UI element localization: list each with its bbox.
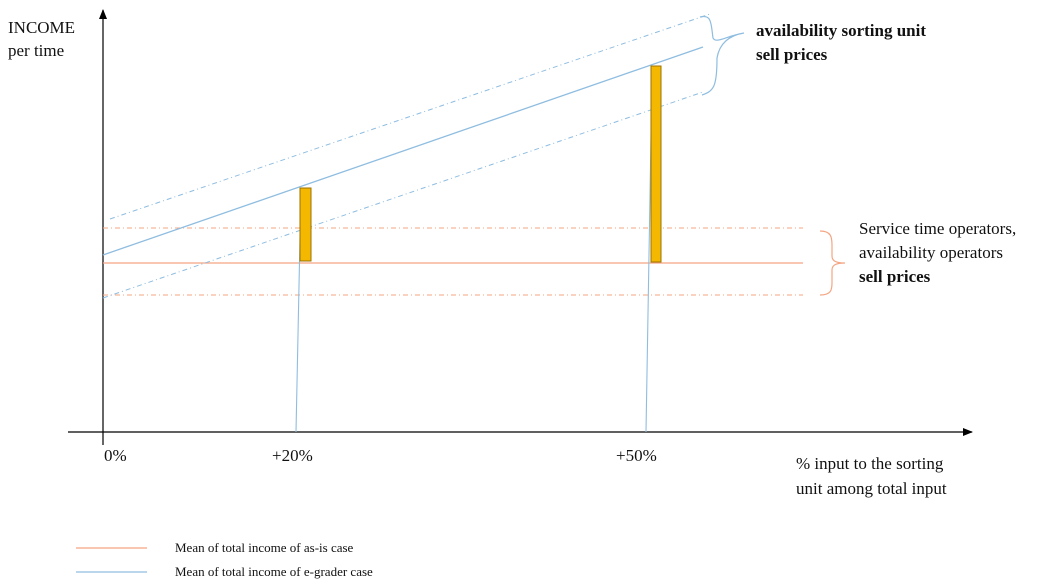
- x-tick-label-50: +50%: [616, 446, 657, 465]
- egrader-mean-line: [102, 46, 704, 256]
- x-tick-label-0: 0%: [104, 446, 127, 465]
- legend-label-egrader: Mean of total income of e-grader case: [175, 564, 373, 579]
- x-tick-label-20: +20%: [272, 446, 313, 465]
- asis-annotation-line2: availability operators: [859, 243, 1003, 262]
- asis-annotation-line3: sell prices: [859, 267, 931, 286]
- y-axis-label-line2: per time: [8, 41, 64, 60]
- egrader-annotation-line2: sell prices: [756, 45, 828, 64]
- egrader-lower-bound-line: [102, 91, 704, 299]
- x-axis-label-line2: unit among total input: [796, 479, 947, 498]
- difference-bar-50: [650, 65, 662, 263]
- asis-brace: [819, 230, 846, 296]
- egrader-annotation-line1: availability sorting unit: [756, 21, 926, 40]
- x-axis-label-line1: % input to the sorting: [796, 454, 944, 473]
- egrader-upper-bound-line: [109, 13, 711, 220]
- y-axis-label-line1: INCOME: [8, 18, 75, 37]
- egrader-brace: [699, 15, 745, 96]
- legend-label-asis: Mean of total income of as-is case: [175, 540, 354, 555]
- difference-bar-20: [299, 187, 312, 262]
- asis-annotation-line1: Service time operators,: [859, 219, 1016, 238]
